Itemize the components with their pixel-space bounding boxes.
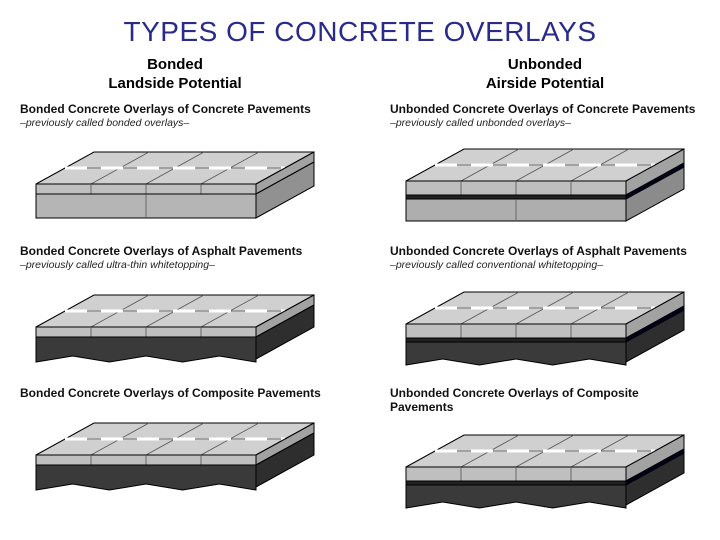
item-label: Unbonded Concrete Overlays of Concrete P… [390, 102, 700, 116]
item: Bonded Concrete Overlays of Composite Pa… [20, 386, 330, 514]
item-prev: –previously called unbonded overlays– [390, 118, 700, 130]
slab-diagram [390, 276, 700, 386]
column-head-unbonded: Unbonded [390, 56, 700, 73]
column-sub-unbonded: Airside Potential [390, 75, 700, 92]
slab-diagram [20, 276, 330, 386]
item: Unbonded Concrete Overlays of Composite … [390, 386, 700, 529]
item: Bonded Concrete Overlays of Asphalt Pave… [20, 244, 330, 386]
slab-diagram [390, 419, 700, 529]
column-bonded: Bonded Landside Potential Bonded Concret… [20, 56, 330, 529]
item: Bonded Concrete Overlays of Concrete Pav… [20, 102, 330, 244]
column-sub-bonded: Landside Potential [20, 75, 330, 92]
item: Unbonded Concrete Overlays of Asphalt Pa… [390, 244, 700, 386]
item-prev: –previously called bonded overlays– [20, 118, 330, 130]
item: Unbonded Concrete Overlays of Concrete P… [390, 102, 700, 244]
slab-diagram [20, 134, 330, 244]
item-label: Unbonded Concrete Overlays of Composite … [390, 386, 700, 415]
slab-diagram [390, 134, 700, 244]
item-label: Bonded Concrete Overlays of Concrete Pav… [20, 102, 330, 116]
item-prev: –previously called ultra-thin whitetoppi… [20, 260, 330, 272]
item-label: Bonded Concrete Overlays of Composite Pa… [20, 386, 330, 400]
columns-container: Bonded Landside Potential Bonded Concret… [20, 56, 700, 529]
item-prev: –previously called conventional whitetop… [390, 260, 700, 272]
item-label: Bonded Concrete Overlays of Asphalt Pave… [20, 244, 330, 258]
page-title: TYPES OF CONCRETE OVERLAYS [20, 16, 700, 48]
column-head-bonded: Bonded [20, 56, 330, 73]
item-label: Unbonded Concrete Overlays of Asphalt Pa… [390, 244, 700, 258]
column-unbonded: Unbonded Airside Potential Unbonded Conc… [390, 56, 700, 529]
slab-diagram [20, 404, 330, 514]
